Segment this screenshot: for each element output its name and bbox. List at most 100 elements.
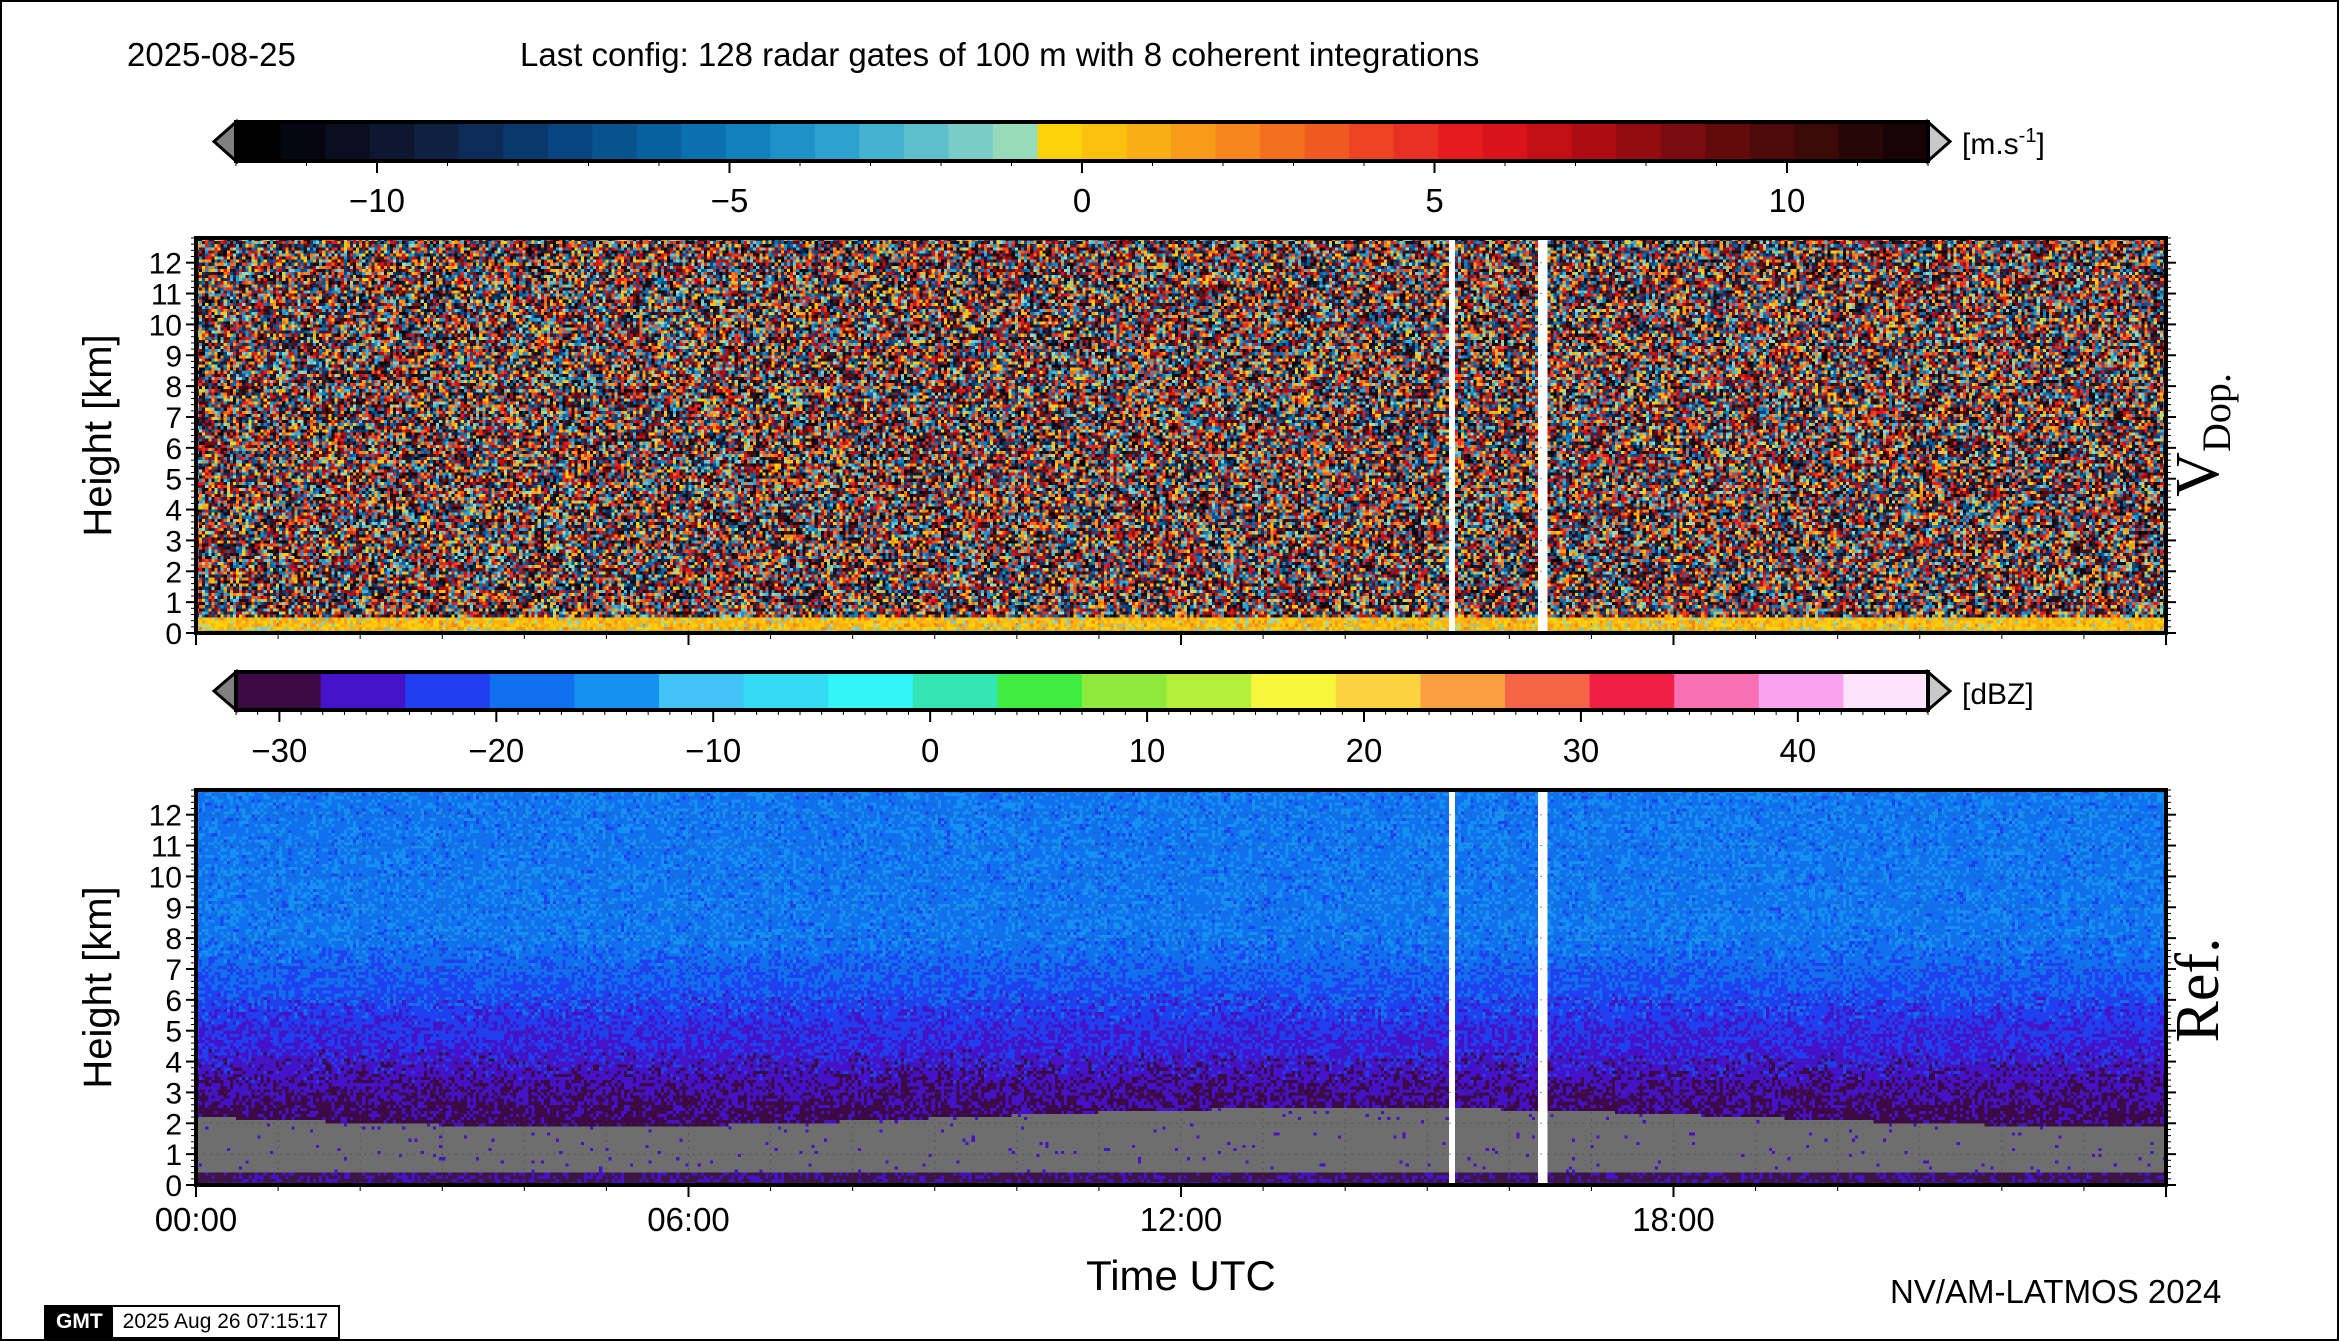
colorbar-swatch: [1082, 122, 1128, 161]
y-tick-label: 0: [165, 1170, 182, 1203]
colorbar-swatch: [489, 672, 575, 710]
colorbar-swatch: [414, 122, 460, 161]
credit-label: NV/AM-LATMOS 2024: [1890, 1273, 2222, 1310]
colorbar-swatch: [1571, 122, 1617, 161]
y-tick-label: 5: [165, 464, 182, 497]
colorbar-swatch: [1505, 672, 1591, 710]
y-tick-label: 8: [165, 371, 182, 404]
config-label: Last config: 128 radar gates of 100 m wi…: [520, 36, 1480, 73]
colorbar-tick-label: −10: [349, 182, 405, 219]
y-tick-label: 5: [165, 1016, 182, 1049]
unit-end: ]: [2036, 128, 2044, 161]
y-tick-label: 7: [165, 402, 182, 435]
gmt-stamp: GMT 2025 Aug 26 07:15:17: [44, 1305, 341, 1339]
colorbar-tick-label: 30: [1563, 732, 1600, 769]
colorbar-tick-label: 0: [1073, 182, 1091, 219]
colorbar-swatch: [1794, 122, 1840, 161]
y-tick-label: 1: [165, 587, 182, 620]
colorbar-swatch: [236, 672, 322, 710]
y-tick-label: 11: [151, 279, 182, 312]
colorbar-swatch: [1304, 122, 1350, 161]
colorbar-tick-label: −5: [711, 182, 749, 219]
y-tick-label: 1: [165, 1139, 182, 1172]
panel-title-main: V: [2164, 452, 2232, 497]
y-tick-label: 0: [165, 618, 182, 651]
colorbar-swatch: [948, 122, 994, 161]
colorbar-swatch: [997, 672, 1083, 710]
colorbar-extend-low: [211, 118, 238, 165]
y-tick-label: 8: [165, 923, 182, 956]
colorbar-swatch: [369, 122, 415, 161]
colorbar-extend-high: [1926, 668, 1953, 714]
y-tick-label: 3: [165, 525, 182, 558]
colorbar-swatch: [1749, 122, 1796, 161]
colorbar-swatch: [1166, 672, 1252, 710]
colorbar-swatch: [1616, 122, 1662, 161]
colorbar-swatch: [1393, 122, 1439, 161]
colorbar-swatch: [1420, 672, 1506, 710]
y-tick-label: 6: [165, 985, 182, 1018]
colorbar-reflectivity: −30 −20 −10 0 10 20 30 40 [dBZ]: [211, 668, 2034, 769]
colorbar-tick-label: −20: [468, 732, 524, 769]
colorbar-swatch: [859, 122, 905, 161]
x-tick-label: 06:00: [647, 1201, 730, 1238]
colorbar-swatch: [636, 122, 682, 161]
colorbar-swatch: [1883, 122, 1929, 161]
colorbar-swatch: [770, 122, 816, 161]
panel-title-sub: Dop.: [2194, 373, 2239, 452]
y-axis-label: Height [km]: [76, 886, 120, 1088]
y-tick-label: 2: [165, 556, 182, 589]
colorbar-swatch: [458, 122, 504, 161]
panel-title: VDop.: [2164, 373, 2239, 497]
colorbar-swatch: [1438, 122, 1484, 161]
colorbar-swatch: [1527, 122, 1573, 161]
colorbar-doppler: −10 −5 0 5 10 [m.s-1]: [211, 118, 2045, 219]
colorbar-tick-label: 40: [1779, 732, 1816, 769]
colorbar-swatch: [592, 122, 638, 161]
colorbar-swatch: [659, 672, 745, 710]
gmt-timestamp: 2025 Aug 26 07:15:17: [122, 1310, 329, 1333]
colorbar-swatch: [743, 672, 829, 710]
y-tick-label: 10: [149, 861, 182, 894]
colorbar-swatch: [1758, 672, 1844, 710]
y-tick-label: 3: [165, 1077, 182, 1110]
colorbar-swatch: [725, 122, 771, 161]
y-tick-label: 12: [149, 248, 182, 281]
colorbar-swatch: [1660, 122, 1706, 161]
y-tick-label: 2: [165, 1108, 182, 1141]
y-axis-label: Height [km]: [76, 334, 120, 536]
colorbar-swatch: [1082, 672, 1168, 710]
colorbar-tick-label: 0: [921, 732, 939, 769]
colorbar-swatch: [1589, 672, 1675, 710]
date-label: 2025-08-25: [127, 36, 296, 73]
colorbar-swatch: [1215, 122, 1261, 161]
colorbar-swatch: [1126, 122, 1172, 161]
colorbar-swatch: [912, 672, 998, 710]
colorbar-swatch: [828, 672, 914, 710]
y-tick-label: 11: [151, 831, 182, 864]
colorbar-extend-high: [1926, 118, 1953, 165]
y-tick-label: 4: [165, 1047, 182, 1080]
gmt-logo: GMT: [46, 1307, 113, 1337]
y-tick-label: 6: [165, 433, 182, 466]
colorbar-swatch: [547, 122, 593, 161]
colorbar-swatch: [992, 122, 1039, 161]
colorbar-swatch: [1260, 122, 1306, 161]
panel-title: Ref.: [2164, 937, 2232, 1042]
colorbar-swatch: [320, 672, 406, 710]
colorbar-tick-label: −10: [685, 732, 741, 769]
colorbar-swatch: [814, 122, 860, 161]
colorbar-tick-label: 20: [1346, 732, 1383, 769]
colorbar-swatch: [1349, 122, 1395, 161]
colorbar-tick-label: 5: [1425, 182, 1443, 219]
y-tick-label: 12: [149, 800, 182, 833]
unit-base: [m.s: [1962, 128, 2019, 161]
panel-title-main: Ref.: [2164, 937, 2232, 1042]
colorbar-swatch: [1705, 122, 1751, 161]
colorbar-swatch: [1171, 122, 1217, 161]
colorbar-swatch: [1843, 672, 1929, 710]
colorbar-swatch: [1838, 122, 1885, 161]
x-tick-label: 00:00: [155, 1201, 238, 1238]
